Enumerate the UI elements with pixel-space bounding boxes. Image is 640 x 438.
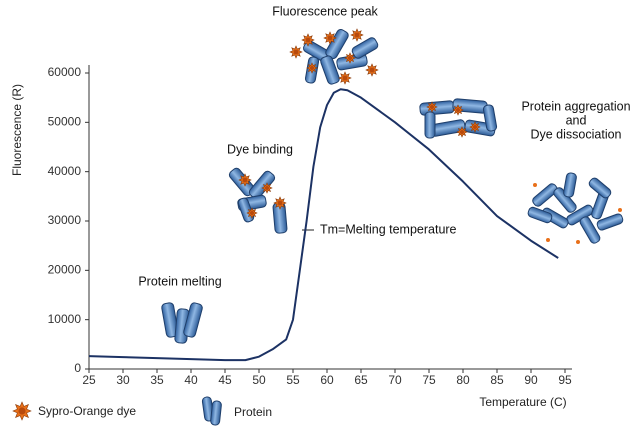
x-tick-label: 40 [184,373,198,387]
free-dye [533,183,537,187]
protein-helix [325,28,349,60]
x-tick-label: 95 [558,373,572,387]
dye-core [18,407,26,415]
x-tick-label: 65 [354,373,368,387]
protein-helix [482,104,498,132]
protein-helix [424,111,436,139]
x-tick-label: 75 [422,373,436,387]
data-line [88,88,559,362]
dye-core [460,130,464,134]
free-dye [576,240,580,244]
y-tick-label: 40000 [48,164,82,178]
dye-core [342,75,348,81]
y-tick-label: 20000 [48,263,82,277]
x-tick-label: 30 [116,373,130,387]
protein-helix [210,400,222,426]
dye-core [305,37,311,43]
x-tick-label: 50 [252,373,266,387]
dye-core [293,49,299,55]
dye-core [250,211,254,215]
protein-helix [320,55,340,85]
annotation: and [566,113,587,127]
protein-helix [563,172,577,198]
dye-core [242,177,248,183]
free-dye [618,208,622,212]
dye-core [265,186,269,190]
protein-helix [183,302,203,338]
y-axis-title: Fluorescence (R) [10,84,24,176]
y-tick-label: 30000 [48,213,82,227]
dye-core [473,125,477,129]
dye-core [327,35,333,41]
dye-core [354,32,360,38]
x-tick-label: 70 [388,373,402,387]
annotation: Tm=Melting temperature [320,222,457,236]
annotation: Protein aggregation [521,99,630,113]
annotation: Protein melting [138,274,221,288]
protein-helix [532,183,558,207]
protein-helix [596,213,624,231]
x-axis-title: Temperature (C) [479,395,566,409]
legend-label: Sypro-Orange dye [38,404,136,418]
protein-helix [419,100,455,116]
free-dye [546,238,550,242]
y-tick-label: 60000 [48,65,82,79]
x-tick-label: 60 [320,373,334,387]
protein-helix [527,206,553,224]
dye-core [310,66,314,70]
x-tick-label: 25 [82,373,96,387]
y-tick-label: 10000 [48,312,82,326]
dye-core [456,108,460,112]
legend-label: Protein [234,405,272,419]
x-tick-label: 45 [218,373,232,387]
x-tick-label: 35 [150,373,164,387]
dye-core [277,200,283,206]
illustrations [12,28,624,426]
protein-helix [588,177,612,199]
x-tick-label: 55 [286,373,300,387]
y-tick-label: 0 [74,361,81,375]
dye-core [348,56,352,60]
dye-core [430,105,434,109]
x-tick-label: 90 [524,373,538,387]
x-tick-label: 80 [456,373,470,387]
protein-helix [579,216,601,244]
annotation: Dye binding [227,142,293,156]
dye-core [369,67,375,73]
x-tick-label: 85 [490,373,504,387]
protein-helix [161,302,179,338]
annotation: Fluorescence peak [272,4,378,18]
y-tick-label: 50000 [48,115,82,129]
annotation: Dye dissociation [530,127,621,141]
